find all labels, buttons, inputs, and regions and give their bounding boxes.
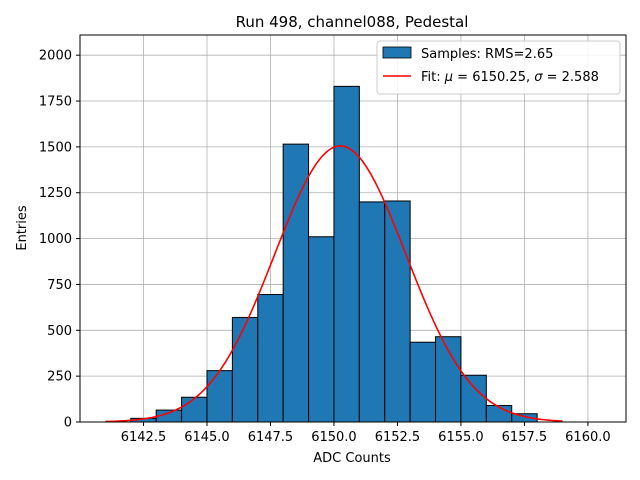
histogram-bar-6 (282, 143, 310, 423)
histogram-bar-7 (308, 236, 335, 423)
x-tick-label-6: 6157.5 (502, 430, 548, 445)
legend-box (376, 40, 621, 95)
histogram-bar-10 (384, 200, 411, 423)
histogram-bar-11 (409, 341, 437, 423)
legend-samples-label: Samples: RMS=2.65 (421, 47, 553, 62)
x-tick-label-2: 6147.5 (248, 430, 294, 445)
legend: Samples: RMS=2.65 Fit: μ = 6150.25, σ = … (376, 40, 621, 95)
histogram-bar-9 (358, 201, 386, 423)
y-axis-label: Entries (15, 205, 30, 251)
y-tick-label-5: 1250 (39, 186, 72, 201)
legend-fit-sigma-symbol: σ (534, 70, 543, 85)
legend-fit-sigma-value: = 2.588 (542, 70, 598, 85)
legend-fit-label: Fit: μ = 6150.25, σ = 2.588 (421, 70, 599, 85)
histogram-bar-2 (181, 396, 208, 423)
chart-title: Run 498, channel088, Pedestal (236, 13, 469, 31)
y-tick-label-4: 1000 (39, 232, 72, 247)
y-tick-label-1: 250 (47, 370, 72, 385)
x-axis-label: ADC Counts (313, 451, 391, 466)
legend-fit-mu-value: = 6150.25, (453, 70, 534, 85)
plot-frame (79, 34, 627, 423)
x-tick-label-5: 6155.0 (438, 430, 484, 445)
legend-fit-prefix: Fit: (421, 70, 445, 85)
x-tick-label-7: 6160.0 (565, 430, 611, 445)
histogram-bar-4 (231, 316, 259, 423)
x-tick-label-0: 6142.5 (121, 430, 167, 445)
legend-fit-mu-symbol: μ (444, 70, 453, 85)
y-tick-label-7: 1750 (39, 95, 72, 110)
gaussian-fit-line (105, 145, 563, 423)
x-axis-ticks: 6142.5 6145.0 6147.5 6150.0 6152.5 6155.0 6157… (121, 422, 611, 445)
y-tick-label-0: 0 (64, 416, 72, 431)
y-tick-label-2: 500 (47, 324, 72, 339)
legend-samples-swatch (382, 46, 412, 59)
x-tick-label-1: 6145.0 (184, 430, 230, 445)
histogram-bar-14 (485, 404, 513, 423)
histogram-bar-3 (206, 370, 233, 423)
y-tick-label-8: 2000 (39, 49, 72, 64)
histogram-bars (130, 85, 538, 423)
y-tick-label-3: 750 (47, 278, 72, 293)
histogram-bar-5 (257, 294, 284, 423)
histogram-bar-13 (460, 374, 487, 423)
y-tick-label-6: 1500 (39, 140, 72, 155)
y-axis-ticks: 0 250 500 750 1000 1250 1500 1750 2000 (39, 49, 80, 431)
x-tick-label-3: 6150.0 (311, 430, 357, 445)
histogram-bar-8 (333, 85, 360, 423)
x-tick-label-4: 6152.5 (375, 430, 421, 445)
